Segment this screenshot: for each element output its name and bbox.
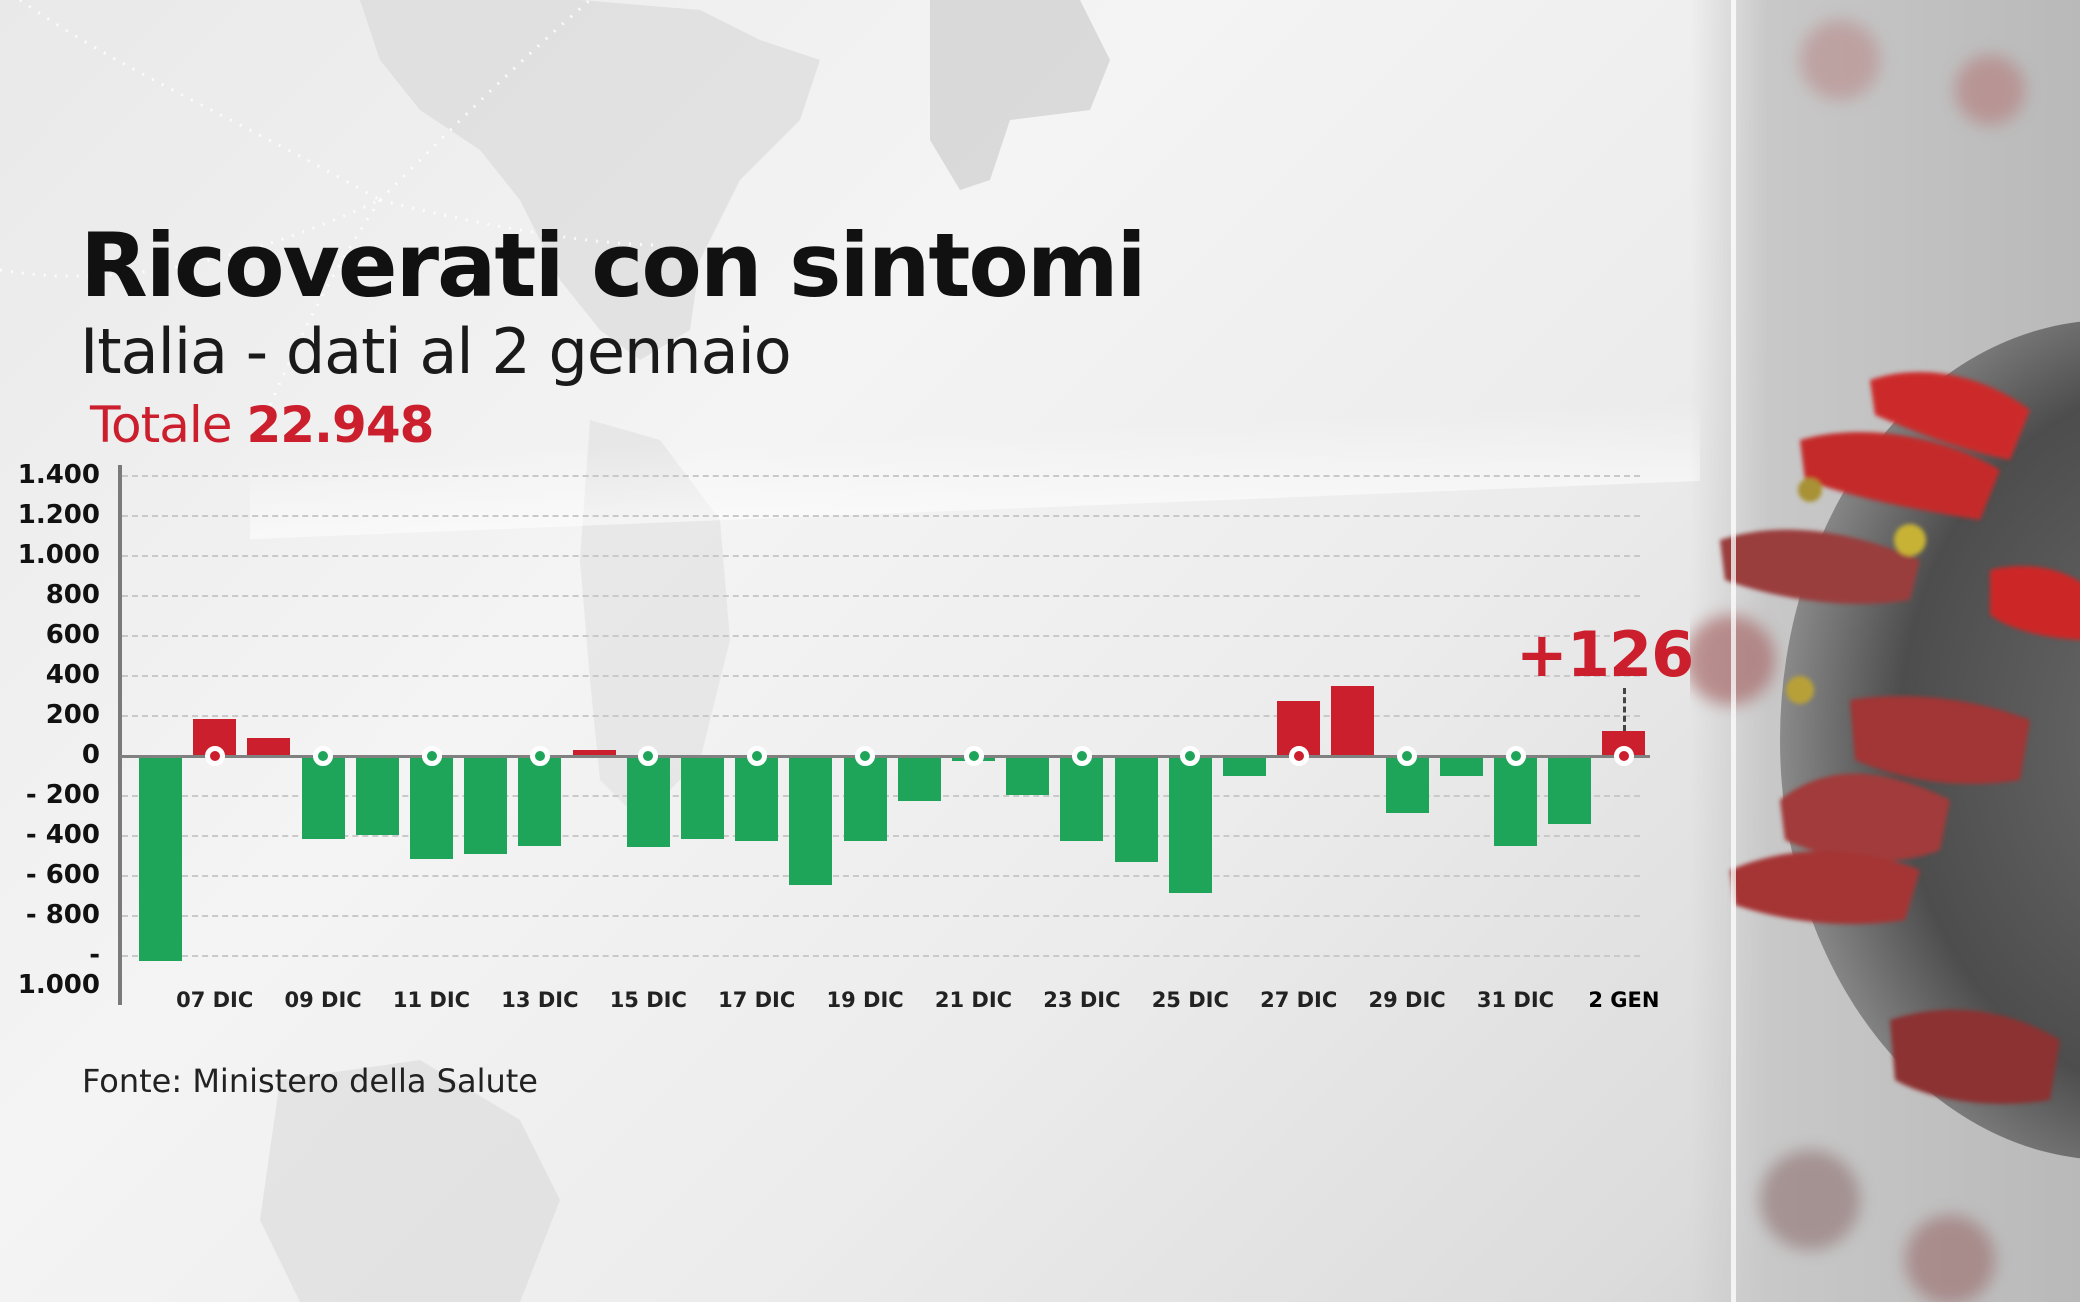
total-summary: Totale 22.948 [90, 396, 434, 454]
y-tick-label: - 400 [25, 820, 100, 850]
chart-subtitle: Italia - dati al 2 gennaio [80, 315, 792, 388]
bar-06-dic [139, 756, 182, 962]
date-marker-dot [855, 746, 876, 766]
bar-08-dic [247, 738, 291, 756]
x-tick-label: 11 DIC [392, 988, 471, 1012]
y-tick-label: 800 [45, 580, 100, 610]
gridline [122, 515, 1640, 517]
bar-09-dic [301, 756, 345, 839]
bar-15-dic [626, 756, 670, 848]
bar-22-dic [1006, 756, 1050, 796]
x-tick-label: 29 DIC [1368, 988, 1446, 1012]
date-marker-dot [1288, 746, 1309, 766]
gridline [122, 875, 1640, 877]
bar-19-dic [843, 756, 887, 842]
total-label: Totale [90, 396, 233, 454]
date-marker-dot [204, 746, 225, 766]
total-value: 22.948 [246, 396, 434, 454]
x-tick-label: 25 DIC [1151, 988, 1229, 1012]
gridline [122, 715, 1640, 717]
bar-20-dic [897, 756, 941, 802]
y-tick-label: 600 [45, 620, 100, 650]
source-note: Fonte: Ministero della Salute [82, 1062, 538, 1100]
bar-chart: 1.400 1.200 1.000 800 600 400 200 0 - 200 - 400 - … [17, 460, 1695, 1012]
gridline [122, 475, 1640, 477]
x-tick-label: 27 DIC [1260, 988, 1338, 1012]
y-tick-label: 1.400 [17, 460, 100, 490]
y-tick-label: 1.000 [17, 540, 100, 570]
bar-25-dic [1168, 756, 1212, 893]
y-tick-label: 400 [45, 660, 100, 690]
y-tick-label: 1.200 [17, 500, 100, 530]
bar-1-gen [1548, 756, 1592, 825]
x-tick-label: 13 DIC [501, 988, 579, 1012]
bar-18-dic [789, 756, 833, 885]
bar-11-dic [410, 756, 453, 860]
bar-26-dic [1223, 756, 1266, 777]
date-marker-dot [313, 746, 334, 766]
bar-14-dic [572, 750, 616, 756]
date-marker-dot [1180, 746, 1201, 766]
date-marker-dot [1397, 746, 1418, 766]
date-marker-dot [1505, 746, 1526, 766]
x-tick-label: 31 DIC [1476, 988, 1555, 1012]
date-marker-dot [638, 746, 659, 766]
y-axis-line [118, 465, 122, 1005]
chart-title: Ricoverati con sintomi [80, 214, 1147, 317]
x-tick-label: 17 DIC [718, 988, 796, 1012]
x-tick-label: 2 GEN [1588, 988, 1660, 1012]
date-marker-dot [963, 746, 984, 766]
y-tick-label: - 1.000 [17, 940, 100, 1000]
y-tick-label: 200 [45, 700, 100, 730]
callout-leader-line [1622, 688, 1626, 731]
panel-divider [1731, 0, 1736, 1302]
bar-31-dic [1494, 756, 1537, 847]
gridline [122, 955, 1640, 957]
date-marker-dot [421, 746, 442, 766]
gridline [122, 555, 1640, 557]
gridline [122, 635, 1640, 637]
gridline [122, 595, 1640, 597]
x-tick-label: 19 DIC [826, 988, 904, 1012]
date-marker-dot [1071, 746, 1092, 766]
bar-30-dic [1439, 756, 1483, 777]
bar-16-dic [681, 756, 724, 839]
gridline [122, 675, 1640, 677]
x-tick-label: 09 DIC [284, 988, 362, 1012]
bar-23-dic [1060, 756, 1104, 842]
bar-12-dic [464, 756, 508, 855]
x-tick-label: 23 DIC [1043, 988, 1121, 1012]
virus-illustration [1690, 0, 2080, 1302]
gridline [122, 915, 1640, 917]
bar-28-dic [1331, 686, 1375, 756]
x-tick-label: 07 DIC [176, 988, 254, 1012]
date-marker-dot [529, 746, 550, 766]
y-tick-label: - 200 [25, 780, 100, 810]
y-tick-label: - 600 [25, 860, 100, 890]
y-tick-label: - 800 [25, 900, 100, 930]
y-tick-label: 0 [81, 740, 100, 770]
date-marker-dot [746, 746, 767, 766]
latest-change-callout: +126 [1515, 618, 1694, 691]
bar-17-dic [735, 756, 779, 842]
date-marker-dot [1613, 746, 1634, 766]
bar-10-dic [355, 756, 399, 836]
bar-13-dic [518, 756, 562, 846]
virus-icon [1690, 20, 2080, 1302]
zero-baseline [120, 755, 1650, 758]
bar-24-dic [1114, 756, 1158, 862]
x-tick-label: 15 DIC [609, 988, 687, 1012]
x-tick-label: 21 DIC [934, 988, 1013, 1012]
